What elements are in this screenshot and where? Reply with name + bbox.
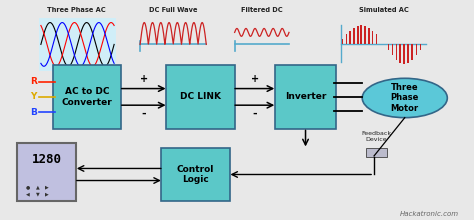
Text: ▶: ▶ xyxy=(45,192,49,197)
Text: 1280: 1280 xyxy=(32,153,62,166)
Bar xyxy=(368,28,370,44)
Text: AC to DC
Converter: AC to DC Converter xyxy=(62,87,112,106)
Text: +: + xyxy=(140,74,148,84)
Text: Simulated AC: Simulated AC xyxy=(359,7,409,13)
FancyBboxPatch shape xyxy=(166,65,235,128)
Bar xyxy=(416,44,417,55)
Bar xyxy=(407,44,410,63)
Bar xyxy=(357,26,359,44)
Text: Feedback
Device: Feedback Device xyxy=(361,131,392,142)
Text: R: R xyxy=(30,77,37,86)
Bar xyxy=(364,26,366,44)
Text: ▶: ▶ xyxy=(45,184,49,189)
Circle shape xyxy=(362,78,447,118)
FancyBboxPatch shape xyxy=(17,143,76,201)
Bar xyxy=(349,31,351,44)
Bar xyxy=(400,44,401,63)
Bar xyxy=(365,148,387,157)
Text: ●: ● xyxy=(26,184,30,189)
Bar xyxy=(353,28,355,44)
Bar xyxy=(342,39,343,44)
Text: Three
Phase
Motor: Three Phase Motor xyxy=(391,83,419,113)
Bar xyxy=(346,35,347,44)
Bar xyxy=(38,18,117,71)
Bar xyxy=(411,44,413,60)
FancyBboxPatch shape xyxy=(275,65,336,128)
Bar xyxy=(375,35,377,44)
Text: -: - xyxy=(253,109,257,119)
Text: DC Full Wave: DC Full Wave xyxy=(149,7,198,13)
Bar xyxy=(372,31,374,44)
Text: Inverter: Inverter xyxy=(285,92,326,101)
Text: Y: Y xyxy=(31,92,37,101)
Bar xyxy=(396,44,397,60)
Text: +: + xyxy=(251,74,259,84)
Bar xyxy=(388,44,389,50)
Text: ◀: ◀ xyxy=(26,192,30,197)
Bar xyxy=(360,25,363,44)
Text: B: B xyxy=(30,108,37,117)
Bar xyxy=(403,44,405,64)
Text: Hackatronic.com: Hackatronic.com xyxy=(400,211,459,217)
Text: DC LINK: DC LINK xyxy=(180,92,221,101)
FancyBboxPatch shape xyxy=(161,148,230,201)
Text: Filtered DC: Filtered DC xyxy=(241,7,283,13)
Bar xyxy=(420,44,421,50)
FancyBboxPatch shape xyxy=(53,65,121,128)
Text: Three Phase AC: Three Phase AC xyxy=(47,7,106,13)
Text: ▼: ▼ xyxy=(36,192,39,197)
Text: Control
Logic: Control Logic xyxy=(177,165,214,184)
Bar xyxy=(392,44,393,55)
Text: -: - xyxy=(141,109,146,119)
Text: ▲: ▲ xyxy=(36,184,39,189)
